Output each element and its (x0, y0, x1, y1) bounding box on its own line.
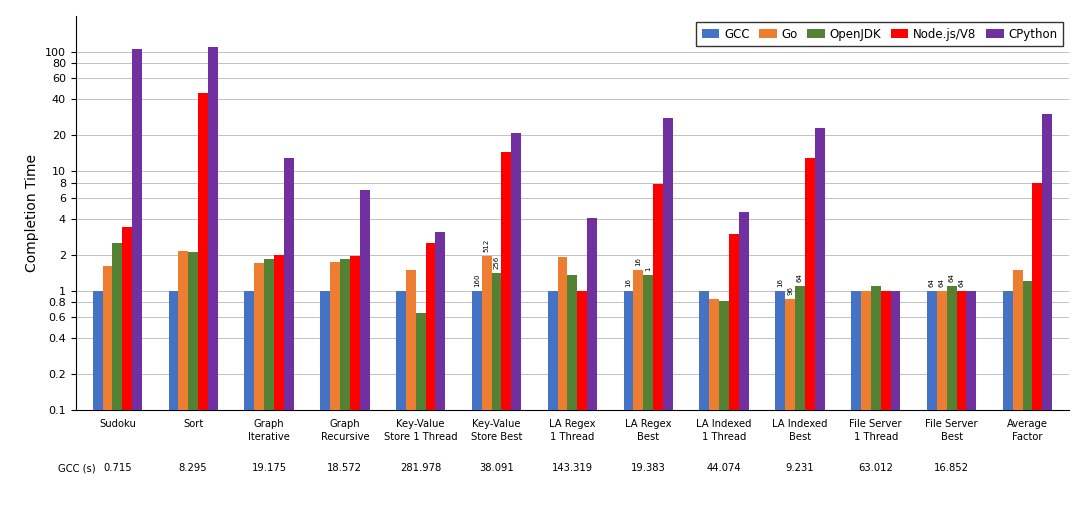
Bar (93, 291, 103, 526)
Bar (254, 263, 265, 526)
Bar (122, 227, 132, 526)
Bar (634, 270, 644, 526)
Bar (340, 259, 350, 526)
Text: 256: 256 (494, 256, 500, 269)
Bar (265, 259, 274, 526)
Bar (320, 291, 330, 526)
Bar (426, 243, 435, 526)
Bar (785, 299, 795, 526)
Bar (653, 184, 663, 526)
Text: 16: 16 (778, 278, 783, 287)
Bar (861, 291, 870, 526)
Bar (644, 275, 653, 526)
Bar (936, 291, 947, 526)
Bar (623, 291, 634, 526)
Y-axis label: Completion Time: Completion Time (25, 154, 39, 272)
Text: 1: 1 (645, 267, 651, 271)
Bar (729, 234, 739, 526)
Bar (805, 158, 814, 526)
Text: 143.319: 143.319 (552, 463, 593, 473)
Text: 19.383: 19.383 (631, 463, 665, 473)
Legend: GCC, Go, OpenJDK, Node.js/V8, CPython: GCC, Go, OpenJDK, Node.js/V8, CPython (696, 22, 1064, 46)
Text: 160: 160 (474, 274, 480, 287)
Text: 19.175: 19.175 (252, 463, 286, 473)
Text: 38.091: 38.091 (480, 463, 514, 473)
Bar (710, 299, 719, 526)
Bar (663, 118, 673, 526)
Bar (957, 291, 967, 526)
Bar (416, 313, 426, 526)
Bar (1003, 291, 1013, 526)
Bar (927, 291, 936, 526)
Bar (350, 256, 360, 526)
Bar (739, 211, 748, 526)
Bar (880, 291, 891, 526)
Bar (482, 256, 491, 526)
Bar (578, 291, 588, 526)
Text: 281.978: 281.978 (400, 463, 442, 473)
Text: 0.715: 0.715 (103, 463, 132, 473)
Bar (1032, 183, 1042, 526)
Bar (947, 286, 957, 526)
Bar (360, 190, 369, 526)
Bar (435, 232, 445, 526)
Bar (775, 291, 785, 526)
Bar (588, 218, 597, 526)
Bar (188, 252, 198, 526)
Bar (491, 274, 501, 526)
Text: GCC (s): GCC (s) (58, 463, 95, 473)
Bar (567, 275, 578, 526)
Bar (103, 266, 112, 526)
Bar (870, 286, 880, 526)
Bar (284, 158, 294, 526)
Bar (178, 251, 188, 526)
Bar (472, 291, 482, 526)
Text: 64: 64 (929, 278, 935, 287)
Bar (208, 47, 218, 526)
Bar (330, 262, 340, 526)
Bar (851, 291, 861, 526)
Bar (501, 152, 511, 526)
Text: 96: 96 (787, 286, 793, 295)
Bar (244, 291, 254, 526)
Bar (198, 93, 208, 526)
Text: 64: 64 (797, 273, 802, 282)
Bar (168, 291, 178, 526)
Bar (274, 255, 284, 526)
Text: 16.852: 16.852 (934, 463, 969, 473)
Bar (511, 133, 522, 526)
Text: 512: 512 (484, 239, 489, 252)
Bar (891, 291, 901, 526)
Bar (112, 243, 122, 526)
Text: 18.572: 18.572 (327, 463, 363, 473)
Bar (396, 291, 406, 526)
Bar (557, 257, 567, 526)
Bar (719, 301, 729, 526)
Bar (967, 291, 976, 526)
Text: 8.295: 8.295 (179, 463, 207, 473)
Bar (406, 270, 416, 526)
Text: 64: 64 (958, 278, 964, 287)
Text: 16: 16 (625, 278, 632, 287)
Bar (548, 291, 557, 526)
Bar (795, 286, 805, 526)
Text: 64: 64 (948, 273, 955, 282)
Text: 63.012: 63.012 (859, 463, 893, 473)
Text: 44.074: 44.074 (706, 463, 741, 473)
Text: 64: 64 (939, 278, 945, 287)
Text: 16: 16 (635, 257, 642, 266)
Bar (132, 49, 141, 526)
Bar (1013, 270, 1023, 526)
Bar (814, 128, 825, 526)
Text: 9.231: 9.231 (785, 463, 814, 473)
Bar (700, 291, 710, 526)
Bar (1023, 281, 1032, 526)
Bar (1042, 114, 1052, 526)
